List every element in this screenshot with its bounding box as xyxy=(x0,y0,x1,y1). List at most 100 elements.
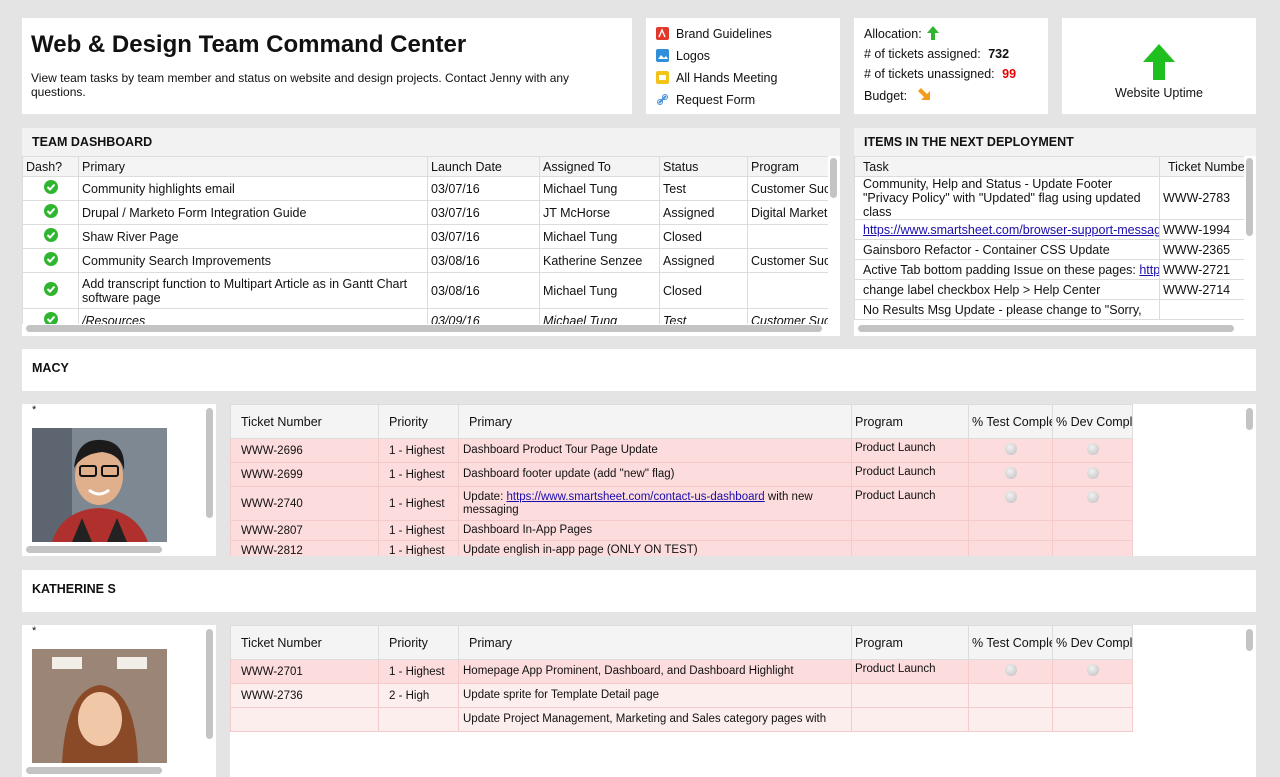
cell: WWW-2812 xyxy=(230,540,379,556)
uptime-label: Website Uptime xyxy=(1115,86,1203,100)
member-table-panel: Ticket Number Priority Primary Program% Tes… xyxy=(230,404,1256,556)
program-cell xyxy=(851,683,969,708)
member-name: MACY xyxy=(22,349,1256,391)
task-cell: change label checkbox Help > Help Center xyxy=(854,279,1160,300)
cell: 2 - High xyxy=(378,683,459,708)
cell-text: Test xyxy=(663,313,687,325)
cell-text: WWW-2721 xyxy=(1163,262,1231,277)
page: Web & Design Team Command Center View te… xyxy=(22,18,1256,777)
cell-text: change label checkbox Help > Help Center xyxy=(863,282,1101,297)
cell-link[interactable]: https://www.smartsheet.com/contact-us-da… xyxy=(506,490,765,503)
column-header: Ticket Number xyxy=(230,404,379,439)
cell xyxy=(230,707,379,732)
check-icon xyxy=(43,204,58,221)
ticket-row: WWW-2696 1 - Highest Dashboard Product Tou… xyxy=(230,438,1133,463)
task-row: /Resources 03/09/16 Michael Tung Test Custom… xyxy=(22,308,828,325)
cell: JT McHorse xyxy=(539,200,660,225)
dash-cell xyxy=(22,200,79,225)
cell-text: Product Launch xyxy=(855,490,936,502)
column-header: Program xyxy=(851,625,969,660)
cell-link[interactable]: https://www.smartsheet.com/browser-suppo… xyxy=(863,222,1160,237)
cell: Test xyxy=(659,176,748,201)
link-item[interactable]: Request Form xyxy=(656,93,755,109)
primary-cell: Homepage App Prominent, Dashboard, and D… xyxy=(458,659,852,684)
cell-text: Customer Suc xyxy=(751,181,828,196)
link-label: Request Form xyxy=(676,93,756,107)
cell-text: Gainsboro Refactor - Container CSS Updat… xyxy=(863,242,1110,257)
cell: Assigned xyxy=(659,200,748,225)
column-header: % Dev Complete xyxy=(1052,625,1133,660)
cell: Assigned xyxy=(659,248,748,273)
team-dashboard: TEAM DASHBOARD Dash? Primary Launch Date Ass… xyxy=(22,128,840,336)
ticket-cell: WWW-2365 xyxy=(1159,239,1244,260)
ticket-row: WWW-2812 1 - Highest Update english in-app… xyxy=(230,540,1133,556)
cell-text: Update sprite for Template Detail page xyxy=(463,689,660,701)
column-header: Program xyxy=(747,156,828,177)
cell: 03/07/16 xyxy=(427,176,540,201)
cell: 1 - Highest xyxy=(378,520,459,541)
column-header: Primary xyxy=(458,404,852,439)
header-panel: Web & Design Team Command Center View te… xyxy=(22,18,632,114)
status-cell xyxy=(968,462,1053,487)
member-table: Ticket Number Priority Primary Program% Tes… xyxy=(230,625,1133,732)
cell-text: Dashboard In-App Pages xyxy=(463,524,593,536)
primary-cell: Update Project Management, Marketing and… xyxy=(458,707,852,732)
column-header: Status xyxy=(659,156,748,177)
status-cell xyxy=(1052,659,1133,684)
cell: 1 - Highest xyxy=(378,659,459,684)
cell-text: with new messaging xyxy=(463,490,813,516)
link-item[interactable]: All Hands Meeting xyxy=(656,71,777,87)
deployment-panel: ITEMS IN THE NEXT DEPLOYMENT Task Ticket N… xyxy=(854,128,1256,336)
cell-text: 1 - Highest xyxy=(389,665,445,678)
cell-link[interactable]: http xyxy=(1139,262,1160,277)
ticket-cell: WWW-2714 xyxy=(1159,279,1244,300)
column-header: Ticket Number xyxy=(230,625,379,660)
cell: Michael Tung xyxy=(539,308,660,324)
cell-text: /Resources xyxy=(82,313,146,325)
up-arrow xyxy=(927,26,940,40)
photo-panel: * xyxy=(22,625,216,777)
program-cell: Product Launch xyxy=(851,659,969,684)
cell-text: Shaw River Page xyxy=(82,229,179,244)
column-header: Ticket Number xyxy=(1159,156,1244,177)
status-cell xyxy=(1052,683,1133,708)
link-item[interactable]: Logos xyxy=(656,49,710,65)
status-cell xyxy=(1052,520,1133,541)
photo xyxy=(32,649,167,763)
cell: Digital Market xyxy=(747,200,828,225)
deployment-table: Task Ticket Number Community, Help and Sta… xyxy=(854,156,1244,320)
cell: Closed xyxy=(659,272,748,309)
column-header: Assigned To xyxy=(539,156,660,177)
cell-text: 1 - Highest xyxy=(389,444,445,457)
status-dot xyxy=(1086,443,1099,455)
cell-text: Active Tab bottom padding Issue on these… xyxy=(863,262,1140,277)
photo-panel: * xyxy=(22,404,216,556)
cell: Michael Tung xyxy=(539,272,660,309)
cell: Community highlights email xyxy=(78,176,428,201)
dash-cell xyxy=(22,224,79,249)
cell-text: WWW-2365 xyxy=(1163,242,1231,257)
cell: Katherine Senzee xyxy=(539,248,660,273)
scrollbar xyxy=(26,546,162,553)
cell: Drupal / Marketo Form Integration Guide xyxy=(78,200,428,225)
link-item[interactable]: Brand Guidelines xyxy=(656,27,772,43)
cell: 1 - Highest xyxy=(378,540,459,556)
cell xyxy=(378,707,459,732)
cell-text: Michael Tung xyxy=(543,283,618,298)
member-table-panel: Ticket Number Priority Primary Program% Tes… xyxy=(230,625,1256,777)
cell-text: WWW-2736 xyxy=(241,689,303,702)
cell: 1 - Highest xyxy=(378,438,459,463)
cell: 1 - Highest xyxy=(378,486,459,521)
column-header: Program xyxy=(851,404,969,439)
cell-text: No Results Msg Update - please change to… xyxy=(863,302,1142,317)
scrollbar xyxy=(830,158,837,198)
status-cell xyxy=(968,659,1053,684)
column-header: Launch Date xyxy=(427,156,540,177)
dash-cell xyxy=(22,248,79,273)
program-cell: Product Launch xyxy=(851,462,969,487)
cell: Community Search Improvements xyxy=(78,248,428,273)
status-cell xyxy=(968,486,1053,521)
cell: WWW-2699 xyxy=(230,462,379,487)
cell-text: Dashboard footer update (add "new" flag) xyxy=(463,468,675,480)
page-title: Web & Design Team Command Center xyxy=(31,31,467,58)
